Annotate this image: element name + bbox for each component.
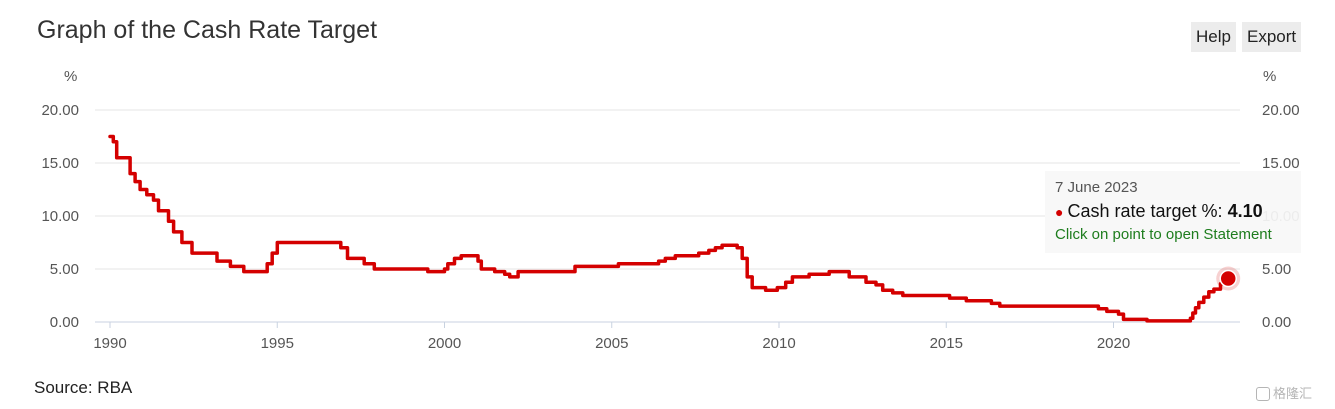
tooltip-value: 4.10 [1227,201,1263,221]
y-tick-label-left: 0.00 [50,314,79,331]
series-dot-icon: ● [1055,204,1064,220]
y-tick-label-left: 15.00 [41,155,79,172]
y-tick-label-right: 20.00 [1262,102,1300,119]
y-tick-label-left: 10.00 [41,208,79,225]
y-unit-right: % [1263,68,1276,85]
tooltip: 7 June 2023 ● Cash rate target %: 4.10 Cl… [1045,171,1301,253]
y-tick-label-right: 0.00 [1262,314,1291,331]
y-tick-label-left: 20.00 [41,102,79,119]
chart-title: Graph of the Cash Rate Target [37,16,378,44]
x-axis: 1990 1995 2000 2005 2010 2015 2020 [93,322,1130,352]
x-tick-label: 2020 [1097,335,1130,352]
highlight-marker-group [1216,266,1241,291]
highlight-point [1219,269,1237,288]
export-button[interactable]: Export [1242,22,1302,52]
x-tick-label: 1990 [93,335,126,352]
tooltip-series-label: Cash rate target %: [1067,201,1223,221]
x-tick-label: 1995 [261,335,294,352]
tooltip-date: 7 June 2023 [1055,179,1138,196]
tooltip-line: ● Cash rate target %: 4.10 [1055,201,1291,222]
help-button[interactable]: Help [1191,22,1236,52]
y-tick-label-left: 5.00 [50,261,79,278]
x-tick-label: 2010 [762,335,795,352]
watermark: 格隆汇 [1256,383,1312,402]
x-tick-label: 2005 [595,335,628,352]
y-tick-label-right: 15.00 [1262,155,1300,172]
y-tick-label-right: 5.00 [1262,261,1291,278]
y-axis-left: 0.00 5.00 10.00 15.00 20.00 [41,102,79,331]
y-unit-left: % [64,68,77,85]
x-tick-label: 2015 [930,335,963,352]
watermark-text: 格隆汇 [1273,386,1313,401]
watermark-logo-icon [1256,387,1270,401]
source-note: Source: RBA [34,378,133,397]
series-group [108,134,1230,323]
open-statement-link[interactable]: Click on point to open Statement [1055,226,1272,243]
series-line-cash-rate [108,134,1230,323]
x-tick-label: 2000 [428,335,461,352]
